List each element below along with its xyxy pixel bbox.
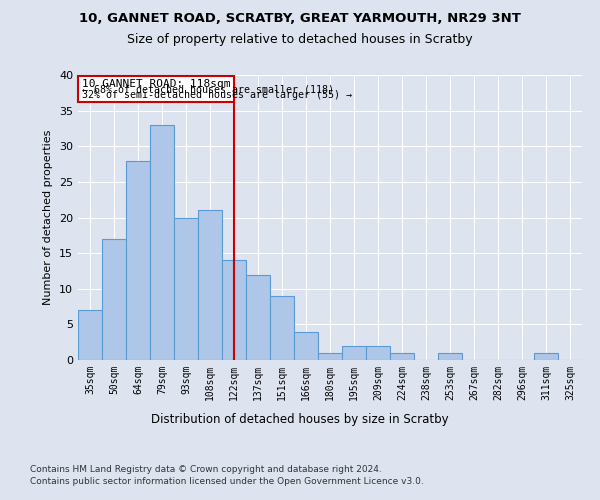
Bar bbox=[294, 332, 318, 360]
Bar bbox=[78, 310, 102, 360]
Text: ← 68% of detached houses are smaller (118): ← 68% of detached houses are smaller (11… bbox=[82, 84, 334, 94]
Bar bbox=[198, 210, 222, 360]
Bar bbox=[126, 160, 150, 360]
Text: Contains public sector information licensed under the Open Government Licence v3: Contains public sector information licen… bbox=[30, 478, 424, 486]
Bar bbox=[342, 346, 366, 360]
Text: 10, GANNET ROAD, SCRATBY, GREAT YARMOUTH, NR29 3NT: 10, GANNET ROAD, SCRATBY, GREAT YARMOUTH… bbox=[79, 12, 521, 26]
Text: Contains HM Land Registry data © Crown copyright and database right 2024.: Contains HM Land Registry data © Crown c… bbox=[30, 465, 382, 474]
Text: 10 GANNET ROAD: 118sqm: 10 GANNET ROAD: 118sqm bbox=[82, 79, 230, 89]
Bar bbox=[318, 353, 342, 360]
Bar bbox=[246, 274, 270, 360]
Bar bbox=[150, 125, 174, 360]
Bar bbox=[534, 353, 558, 360]
Bar bbox=[390, 353, 414, 360]
Bar bbox=[174, 218, 198, 360]
Bar bbox=[438, 353, 462, 360]
Y-axis label: Number of detached properties: Number of detached properties bbox=[43, 130, 53, 305]
Text: 32% of semi-detached houses are larger (55) →: 32% of semi-detached houses are larger (… bbox=[82, 90, 352, 101]
FancyBboxPatch shape bbox=[78, 76, 234, 102]
Bar bbox=[270, 296, 294, 360]
Bar bbox=[366, 346, 390, 360]
Bar bbox=[222, 260, 246, 360]
Text: Distribution of detached houses by size in Scratby: Distribution of detached houses by size … bbox=[151, 412, 449, 426]
Text: Size of property relative to detached houses in Scratby: Size of property relative to detached ho… bbox=[127, 32, 473, 46]
Bar bbox=[102, 239, 126, 360]
